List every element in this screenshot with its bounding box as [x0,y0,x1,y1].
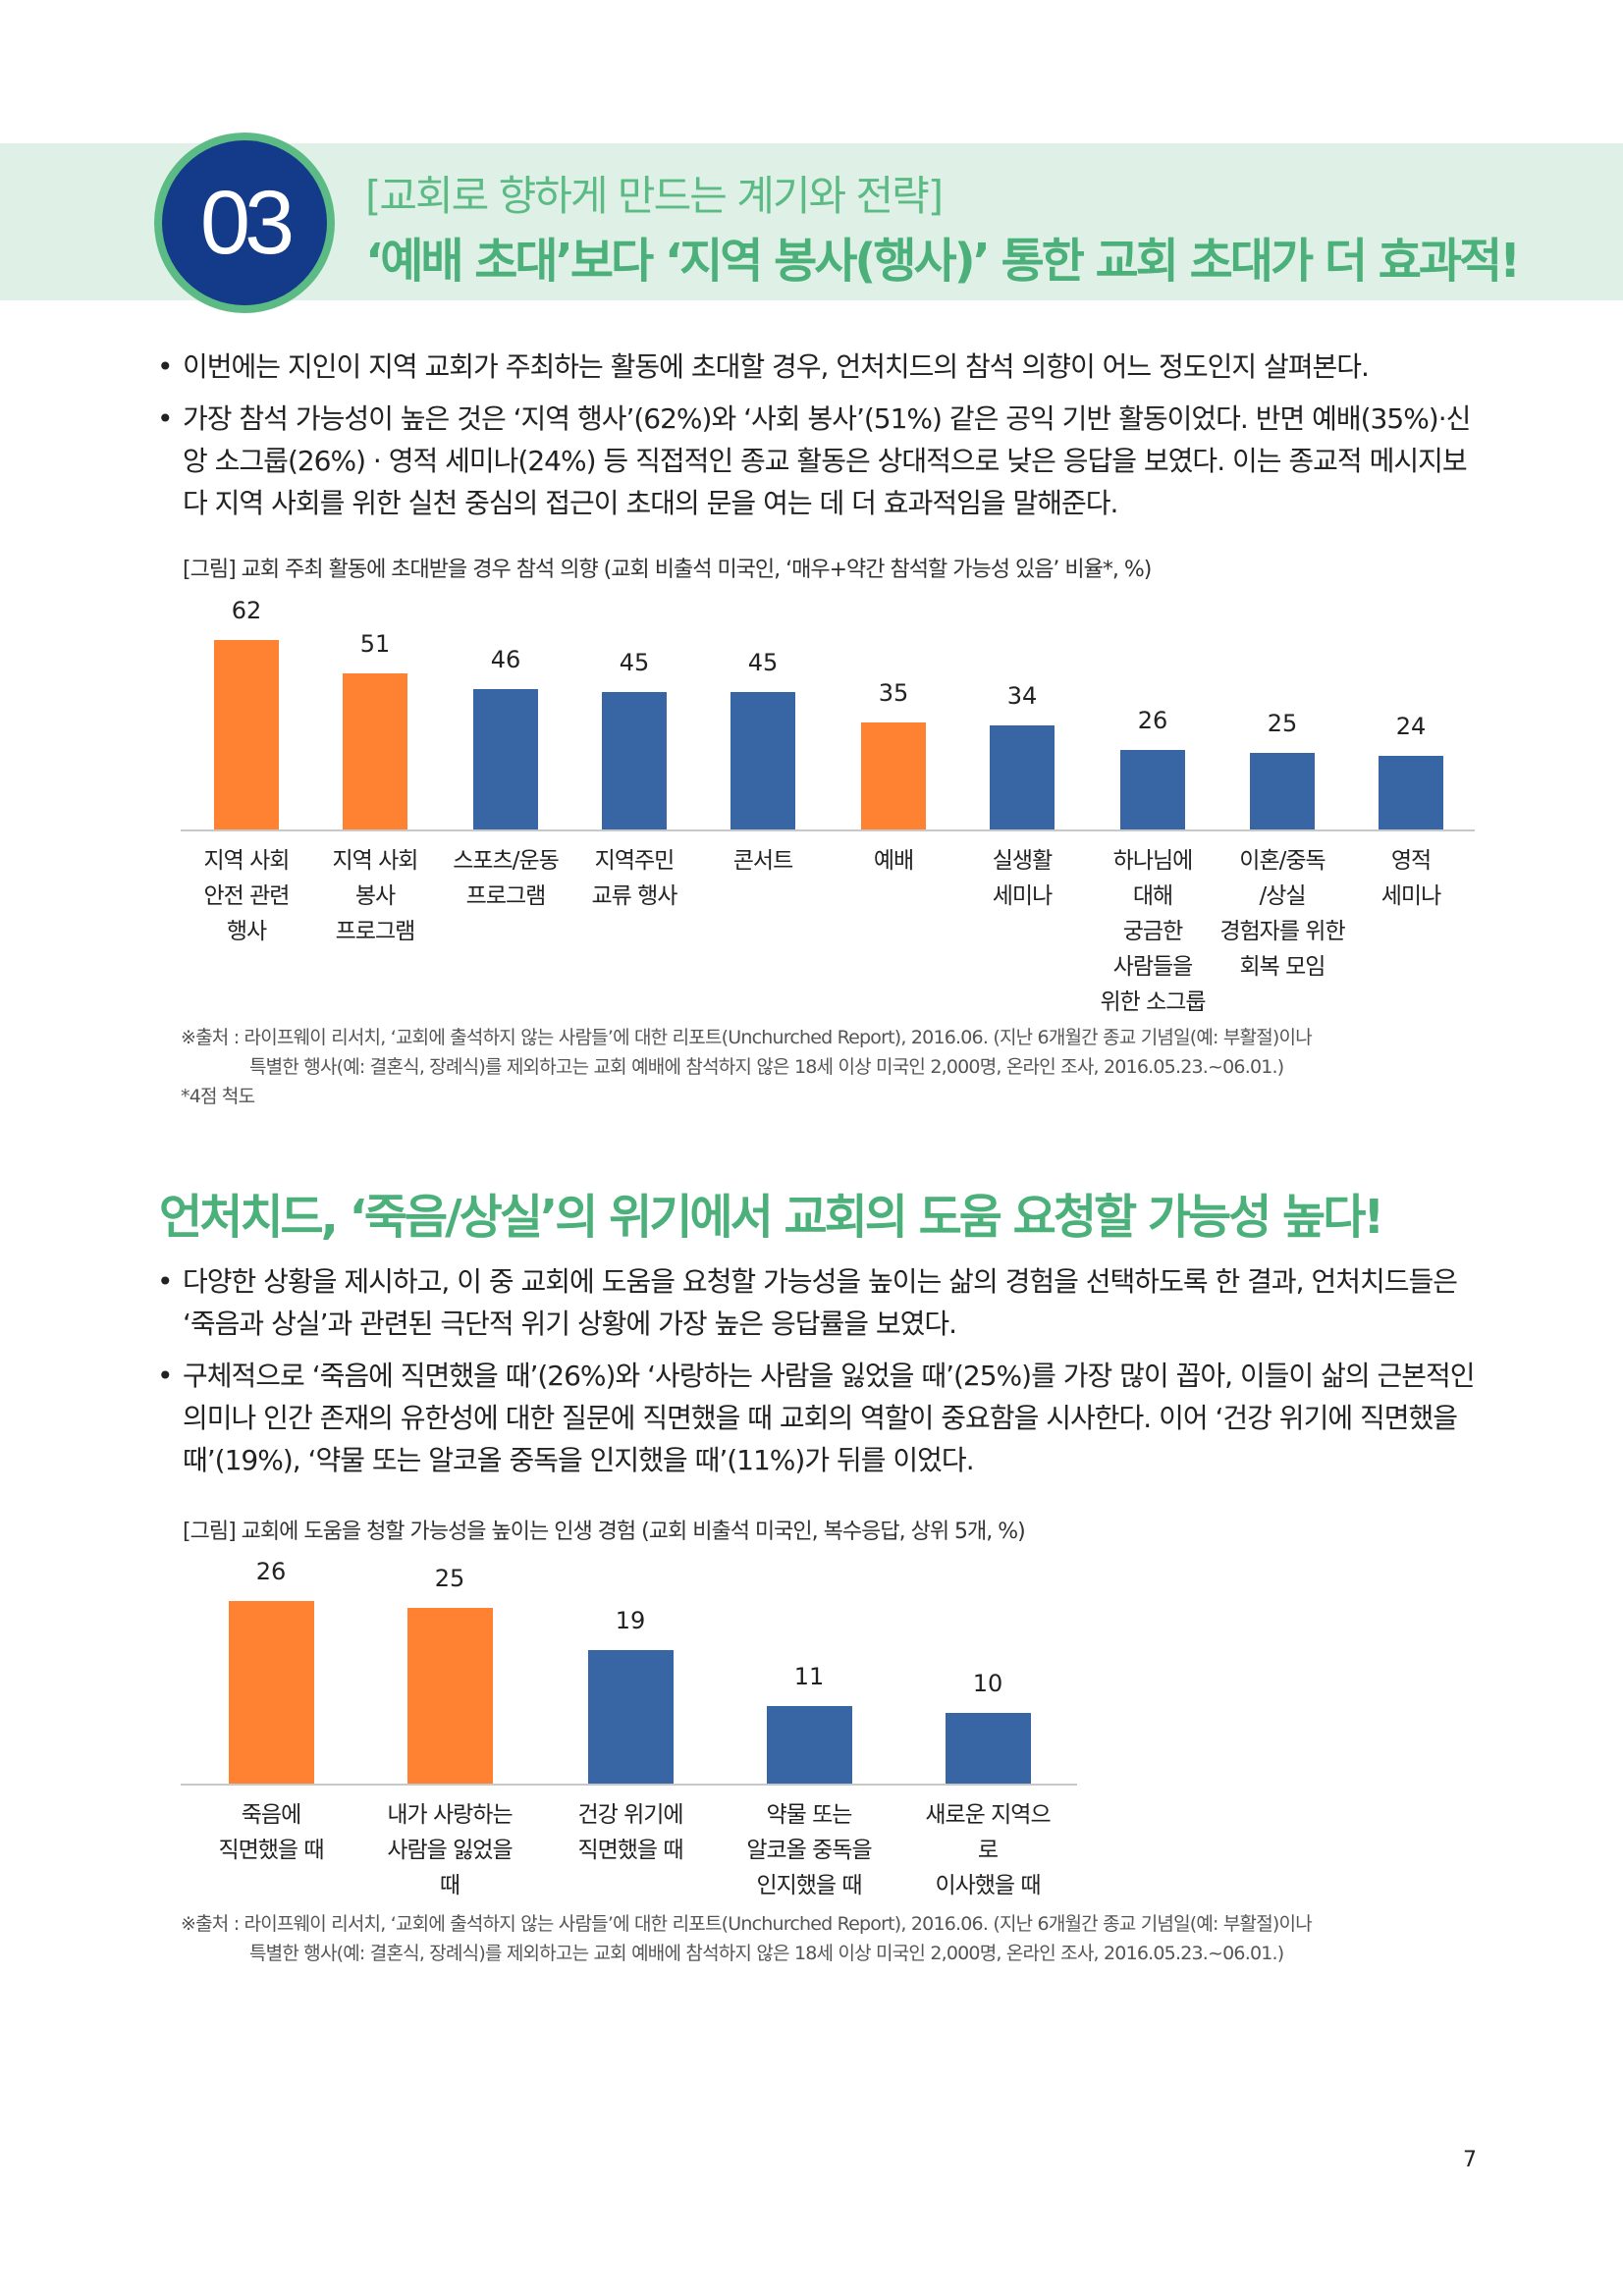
data-label: 62 [231,597,262,624]
bar [861,722,926,829]
bar [1120,750,1185,829]
bullet-list-1: 이번에는 지인이 지역 교회가 주최하는 활동에 초대할 경우, 언처치드의 참… [157,346,1483,534]
category-label: 죽음에 직면했을 때 [218,1802,324,1863]
data-label: 24 [1395,713,1427,741]
category-label: 실생활 세미나 [992,848,1053,909]
category-label: 스포츠/운동 프로그램 [453,848,560,909]
category-label: 새로운 지역으로 이사했을 때 [925,1802,1051,1898]
bar [214,640,279,829]
x-axis-line [181,1784,1077,1786]
section-title: ‘예배 초대’보다 ‘지역 봉사(행사)’ 통한 교회 초대가 더 효과적! [365,234,1521,289]
bar [1250,753,1315,829]
data-label: 25 [1267,710,1298,738]
category-label: 약물 또는 알코올 중독을 인지했을 때 [746,1802,872,1898]
data-label: 51 [359,630,391,659]
bar [406,1608,493,1784]
category-label: 콘서트 [732,848,793,874]
chart1-source: ※출처 : 라이프웨이 리서치, ‘교회에 출석하지 않는 사람들’에 대한 리… [181,1023,1313,1111]
data-label: 10 [972,1670,1003,1698]
bar [945,1713,1031,1784]
category-label: 예배 [873,848,914,874]
category-label: 이혼/중독/상실 경험자를 위한 회복 모임 [1219,848,1345,980]
category-label: 지역주민 교류 행사 [591,848,678,909]
data-label: 35 [878,679,909,708]
data-label: 26 [1137,707,1168,735]
section-number: 03 [162,140,327,305]
page-number: 7 [1463,2148,1477,2172]
data-label: 11 [793,1663,825,1691]
data-label: 19 [615,1607,646,1635]
source-line: ※출처 : 라이프웨이 리서치, ‘교회에 출석하지 않는 사람들’에 대한 리… [181,1913,1313,1935]
bar [343,673,407,829]
chart1-caption: [그림] 교회 주최 활동에 초대받을 경우 참석 의향 (교회 비출석 미국인… [183,558,1152,582]
category-label: 지역 사회 안전 관련 행사 [203,848,291,944]
bar [1379,756,1443,829]
category-label: 건강 위기에 직면했을 때 [577,1802,683,1863]
bar [587,1650,674,1784]
bar [228,1601,314,1784]
data-label: 46 [490,645,521,673]
data-label: 45 [619,648,650,676]
chart2-caption: [그림] 교회에 도움을 청할 가능성을 높이는 인생 경험 (교회 비출석 미… [183,1520,1026,1544]
category-label: 지역 사회 봉사 프로그램 [332,848,419,944]
category-label: 내가 사랑하는 사람을 잃었을 때 [387,1802,513,1898]
source-line: ※출처 : 라이프웨이 리서치, ‘교회에 출석하지 않는 사람들’에 대한 리… [181,1027,1313,1048]
scale-note: *4점 척도 [181,1086,255,1107]
bullet-item: 다양한 상황을 제시하고, 이 중 교회에 도움을 요청할 가능성을 높이는 삶… [157,1260,1483,1345]
section-subtitle: [교회로 향하게 만드는 계기와 전략] [365,172,944,220]
bullet-item: 이번에는 지인이 지역 교회가 주최하는 활동에 초대할 경우, 언처치드의 참… [157,346,1483,388]
section-number-badge: 03 [154,133,335,313]
bar [990,725,1055,829]
bar [473,688,538,829]
bar [730,691,795,829]
chart2-source: ※출처 : 라이프웨이 리서치, ‘교회에 출석하지 않는 사람들’에 대한 리… [181,1909,1313,1968]
source-line: 특별한 행사(예: 결혼식, 장례식)를 제외하고는 교회 예배에 참석하지 않… [249,1056,1284,1078]
bar [602,691,667,829]
category-label: 영적 세미나 [1380,848,1441,909]
data-label: 45 [747,648,779,676]
section-heading-2: 언처치드, ‘죽음/상실’의 위기에서 교회의 도움 요청할 가능성 높다! [159,1190,1384,1245]
bar [766,1706,852,1784]
category-label: 하나님에 대해 궁금한 사람들을 위한 소그룹 [1100,848,1206,1015]
bullet-item: 가장 참석 가능성이 높은 것은 ‘지역 행사’(62%)와 ‘사회 봉사’(5… [157,398,1483,524]
bullet-item: 구체적으로 ‘죽음에 직면했을 때’(26%)와 ‘사랑하는 사람을 잃었을 때… [157,1355,1483,1481]
x-axis-line [181,829,1475,831]
data-label: 26 [255,1558,287,1585]
source-line: 특별한 행사(예: 결혼식, 장례식)를 제외하고는 교회 예배에 참석하지 않… [249,1943,1284,1964]
bullet-list-2: 다양한 상황을 제시하고, 이 중 교회에 도움을 요청할 가능성을 높이는 삶… [157,1260,1483,1491]
data-label: 25 [434,1565,465,1593]
data-label: 34 [1006,682,1038,711]
